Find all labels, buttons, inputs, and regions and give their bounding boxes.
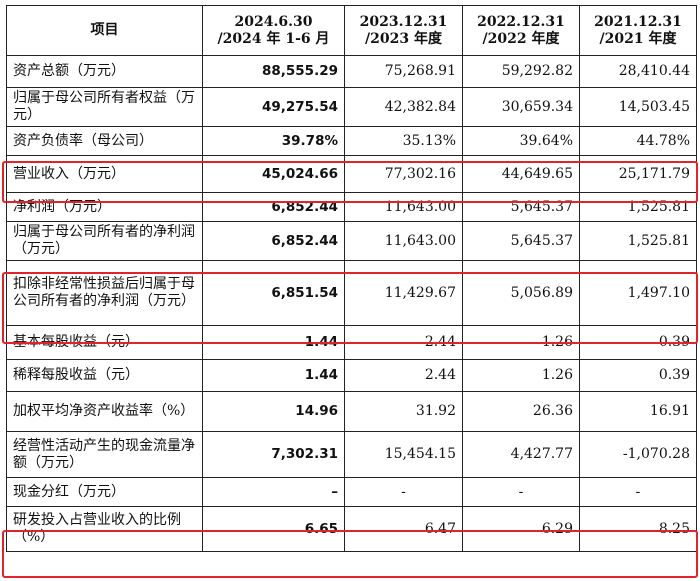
row-label: 基本每股收益（元） [6, 325, 203, 360]
row-label: 扣除非经常性损益后归属于母公司所有者的净利润（万元） [6, 260, 203, 326]
row-value: - [579, 477, 697, 507]
row-label: 资产总额（万元） [6, 55, 203, 88]
row-value: 7,302.31 [202, 431, 345, 478]
header-2024h1: 2024.6.30/2024 年 1-6 月 [202, 5, 345, 56]
row-value: 6,852.44 [202, 221, 345, 261]
table-row: 基本每股收益（元） 1.44 2.44 1.26 0.39 [6, 325, 697, 360]
row-value: 88,555.29 [202, 55, 345, 88]
row-value: 25,171.79 [579, 155, 697, 193]
row-value: 6.47 [344, 506, 463, 552]
row-label: 研发投入占营业收入的比例（%） [6, 506, 203, 552]
table-header-row: 项目 2024.6.30/2024 年 1-6 月 2023.12.31/202… [6, 5, 697, 56]
table-row: 研发投入占营业收入的比例（%） 6.65 6.47 6.29 8.25 [6, 506, 697, 552]
row-value: 5,645.37 [462, 221, 580, 261]
row-value: 6,852.44 [202, 192, 345, 222]
row-value: 11,643.00 [344, 192, 463, 222]
row-value: 5,056.89 [462, 260, 580, 326]
header-item: 项目 [6, 5, 203, 56]
row-value: 15,454.15 [344, 431, 463, 478]
table-row: 资产总额（万元） 88,555.29 75,268.91 59,292.82 28,41… [6, 55, 697, 88]
table-row: 稀释每股收益（元） 1.44 2.44 1.26 0.39 [6, 359, 697, 392]
row-label: 净利润（万元） [6, 192, 203, 222]
row-value: 30,659.34 [462, 87, 580, 127]
row-value: 1,525.81 [579, 221, 697, 261]
row-value: 11,643.00 [344, 221, 463, 261]
row-value: 6.65 [202, 506, 345, 552]
row-value: 14.96 [202, 391, 345, 432]
table-row: 经营性活动产生的现金流量净额（万元） 7,302.31 15,454.15 4,427… [6, 431, 697, 478]
row-value: 31.92 [344, 391, 463, 432]
table-row: 扣除非经常性损益后归属于母公司所有者的净利润（万元） 6,851.54 11,429… [6, 260, 697, 326]
row-value: 39.64% [462, 126, 580, 156]
financial-table: 项目 2024.6.30/2024 年 1-6 月 2023.12.31/202… [6, 5, 697, 552]
row-value: 45,024.66 [202, 155, 345, 193]
row-label: 营业收入（万元） [6, 155, 203, 193]
header-2021: 2021.12.31/2021 年度 [579, 5, 697, 56]
row-value: 0.39 [579, 359, 697, 392]
row-value: 14,503.45 [579, 87, 697, 127]
row-value: 1,525.81 [579, 192, 697, 222]
row-value: -1,070.28 [579, 431, 697, 478]
row-value: 35.13% [344, 126, 463, 156]
row-value: 1.44 [202, 359, 345, 392]
row-value: 16.91 [579, 391, 697, 432]
row-value: 5,645.37 [462, 192, 580, 222]
row-label: 经营性活动产生的现金流量净额（万元） [6, 431, 203, 478]
row-value: 6.29 [462, 506, 580, 552]
row-value: 2.44 [344, 359, 463, 392]
row-value: 75,268.91 [344, 55, 463, 88]
row-label: 归属于母公司所有者权益（万元） [6, 87, 203, 127]
row-value: 0.39 [579, 325, 697, 360]
table-row: 加权平均净资产收益率（%） 14.96 31.92 26.36 16.91 [6, 391, 697, 432]
table-row: 归属于母公司所有者的净利润（万元） 6,852.44 11,643.00 5,645.… [6, 221, 697, 261]
row-value: 2.44 [344, 325, 463, 360]
row-value: 44.78% [579, 126, 697, 156]
row-value: 11,429.67 [344, 260, 463, 326]
row-value: 6,851.54 [202, 260, 345, 326]
row-label: 资产负债率（母公司） [6, 126, 203, 156]
table-row: 资产负债率（母公司） 39.78% 35.13% 39.64% 44.78% [6, 126, 697, 156]
header-2022: 2022.12.31/2022 年度 [462, 5, 580, 56]
row-value: 77,302.16 [344, 155, 463, 193]
row-value: 1.26 [462, 359, 580, 392]
row-value: 42,382.84 [344, 87, 463, 127]
row-value: 1.44 [202, 325, 345, 360]
row-value: 44,649.65 [462, 155, 580, 193]
row-value: 4,427.77 [462, 431, 580, 478]
row-value: 1.26 [462, 325, 580, 360]
row-label: 归属于母公司所有者的净利润（万元） [6, 221, 203, 261]
row-label: 现金分红（万元） [6, 477, 203, 507]
row-value: 8.25 [579, 506, 697, 552]
table-row: 现金分红（万元） – - - - [6, 477, 697, 507]
row-value: 59,292.82 [462, 55, 580, 88]
row-value: 26.36 [462, 391, 580, 432]
header-2023: 2023.12.31/2023 年度 [344, 5, 463, 56]
row-value: – [202, 477, 345, 507]
row-value: - [462, 477, 580, 507]
row-value: 49,275.54 [202, 87, 345, 127]
row-value: - [344, 477, 463, 507]
row-value: 28,410.44 [579, 55, 697, 88]
row-value: 39.78% [202, 126, 345, 156]
table-row: 净利润（万元） 6,852.44 11,643.00 5,645.37 1,525.81 [6, 192, 697, 222]
row-label: 稀释每股收益（元） [6, 359, 203, 392]
table-row: 营业收入（万元） 45,024.66 77,302.16 44,649.65 25,17… [6, 155, 697, 193]
table-row: 归属于母公司所有者权益（万元） 49,275.54 42,382.84 30,659.… [6, 87, 697, 127]
row-label: 加权平均净资产收益率（%） [6, 391, 203, 432]
row-value: 1,497.10 [579, 260, 697, 326]
